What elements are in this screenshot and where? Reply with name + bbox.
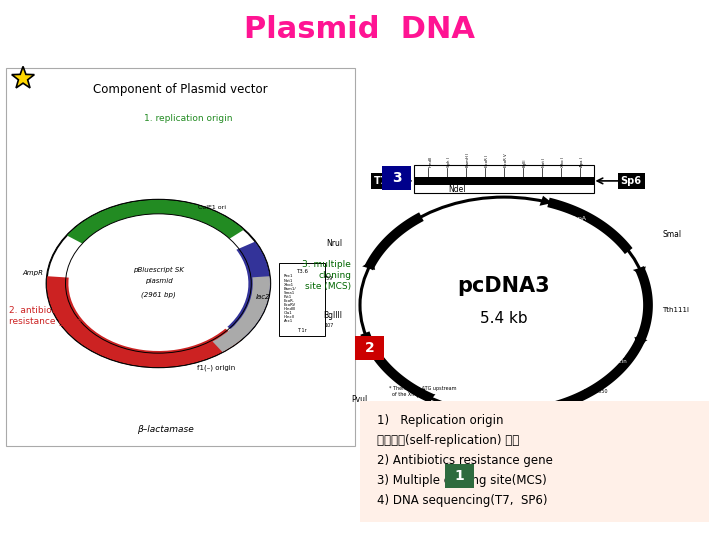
Text: (2961 bp): (2961 bp)	[141, 291, 176, 298]
FancyBboxPatch shape	[6, 68, 355, 446]
Text: EcoR.: EcoR.	[284, 299, 294, 303]
Text: Sma1: Sma1	[284, 291, 295, 295]
Text: 2. antibiotics
resistance gene: 2. antibiotics resistance gene	[9, 306, 81, 326]
Text: T 1r: T 1r	[297, 328, 307, 333]
Text: Not1: Not1	[284, 279, 293, 282]
Text: Apa I: Apa I	[580, 158, 584, 167]
Text: T3.6: T3.6	[296, 268, 307, 274]
Text: HindIII: HindIII	[284, 307, 296, 311]
Text: 759: 759	[324, 275, 333, 281]
Text: 2) Antibiotics resistance gene: 2) Antibiotics resistance gene	[377, 454, 552, 467]
Text: Component of Plasmid vector: Component of Plasmid vector	[93, 83, 268, 96]
Polygon shape	[412, 389, 426, 398]
Text: Pst1: Pst1	[284, 295, 292, 299]
Text: P CMV: P CMV	[426, 227, 446, 232]
Text: pBluescript SK: pBluescript SK	[133, 267, 184, 273]
Text: HincII: HincII	[284, 315, 294, 319]
Text: Tth111I: Tth111I	[662, 307, 690, 314]
Text: 2: 2	[364, 341, 374, 355]
Polygon shape	[362, 334, 375, 344]
Polygon shape	[539, 196, 552, 206]
Text: Cla1: Cla1	[284, 311, 292, 315]
Polygon shape	[12, 66, 35, 88]
Text: Xho I: Xho I	[561, 157, 564, 167]
Polygon shape	[634, 337, 647, 347]
FancyBboxPatch shape	[445, 464, 474, 488]
Text: EcoR I: EcoR I	[485, 156, 489, 167]
Text: ColE1: ColE1	[450, 421, 472, 430]
Text: BamH I: BamH I	[467, 153, 470, 167]
Text: 자가복제(self-replication) 가능: 자가복제(self-replication) 가능	[377, 434, 519, 447]
Text: AmpR: AmpR	[22, 269, 43, 276]
Text: f1(–) origin: f1(–) origin	[197, 364, 235, 371]
Text: BglII: BglII	[523, 159, 527, 167]
Text: pcDNA3: pcDNA3	[458, 276, 550, 296]
Wedge shape	[67, 200, 244, 244]
Text: β–lactamase: β–lactamase	[138, 425, 194, 434]
Text: 4) DNA sequencing(T7,  SP6): 4) DNA sequencing(T7, SP6)	[377, 494, 547, 507]
Text: Plasmid  DNA: Plasmid DNA	[245, 15, 475, 44]
Text: 3. multiple
cloning
site (MCS): 3. multiple cloning site (MCS)	[302, 260, 351, 291]
Wedge shape	[212, 276, 270, 352]
Text: T7: T7	[374, 176, 387, 186]
Text: SV40: SV40	[605, 313, 619, 319]
Text: 107: 107	[324, 322, 333, 328]
Text: 1. replication origin: 1. replication origin	[144, 114, 233, 123]
Text: NEO
mycin: NEO mycin	[611, 354, 628, 364]
Text: 5.4 kb: 5.4 kb	[480, 311, 528, 326]
Text: Xho1: Xho1	[284, 282, 294, 287]
Text: Sp6: Sp6	[621, 176, 642, 186]
Text: EcoR V: EcoR V	[504, 154, 508, 167]
Text: NruI: NruI	[326, 239, 342, 247]
Text: ColE1: ColE1	[488, 394, 505, 400]
Text: Sph I: Sph I	[447, 158, 451, 167]
Text: BglIII: BglIII	[323, 312, 342, 320]
Text: Not I: Not I	[541, 158, 546, 167]
FancyBboxPatch shape	[355, 336, 384, 360]
Text: PvuI: PvuI	[351, 395, 367, 404]
Text: 1: 1	[454, 469, 464, 483]
Text: Acc1: Acc1	[284, 319, 293, 323]
FancyBboxPatch shape	[360, 401, 709, 522]
Polygon shape	[422, 394, 436, 403]
Text: 3: 3	[392, 171, 402, 185]
Text: lacZ: lacZ	[256, 294, 271, 300]
Text: ColE1 ori: ColE1 ori	[198, 205, 226, 211]
FancyBboxPatch shape	[414, 165, 594, 193]
Wedge shape	[47, 276, 241, 367]
Text: HindII: HindII	[428, 156, 433, 167]
Text: BsmI: BsmI	[538, 421, 557, 430]
Polygon shape	[633, 266, 646, 276]
Wedge shape	[228, 241, 270, 338]
Polygon shape	[362, 260, 375, 270]
Text: EcoRV: EcoRV	[284, 303, 296, 307]
Text: Bam1/: Bam1/	[284, 287, 297, 291]
FancyBboxPatch shape	[382, 166, 411, 190]
Text: 1)   Replication origin: 1) Replication origin	[377, 414, 503, 427]
Polygon shape	[542, 402, 556, 411]
Text: SmaI: SmaI	[662, 231, 682, 239]
Text: * There is an ATG upstream
  of the XhoI site: * There is an ATG upstream of the XhoI s…	[389, 386, 456, 397]
Text: A-1-20550: A-1-20550	[583, 389, 608, 394]
Text: 3) Multiple cloning site(MCS): 3) Multiple cloning site(MCS)	[377, 474, 546, 487]
Text: Rec1: Rec1	[284, 274, 293, 279]
Text: BGH pA: BGH pA	[562, 216, 585, 221]
Text: plasmid: plasmid	[145, 278, 172, 284]
Text: NdeI: NdeI	[449, 185, 466, 194]
FancyBboxPatch shape	[414, 177, 594, 185]
FancyBboxPatch shape	[279, 263, 325, 336]
Text: f1 ori: f1 ori	[526, 227, 540, 232]
